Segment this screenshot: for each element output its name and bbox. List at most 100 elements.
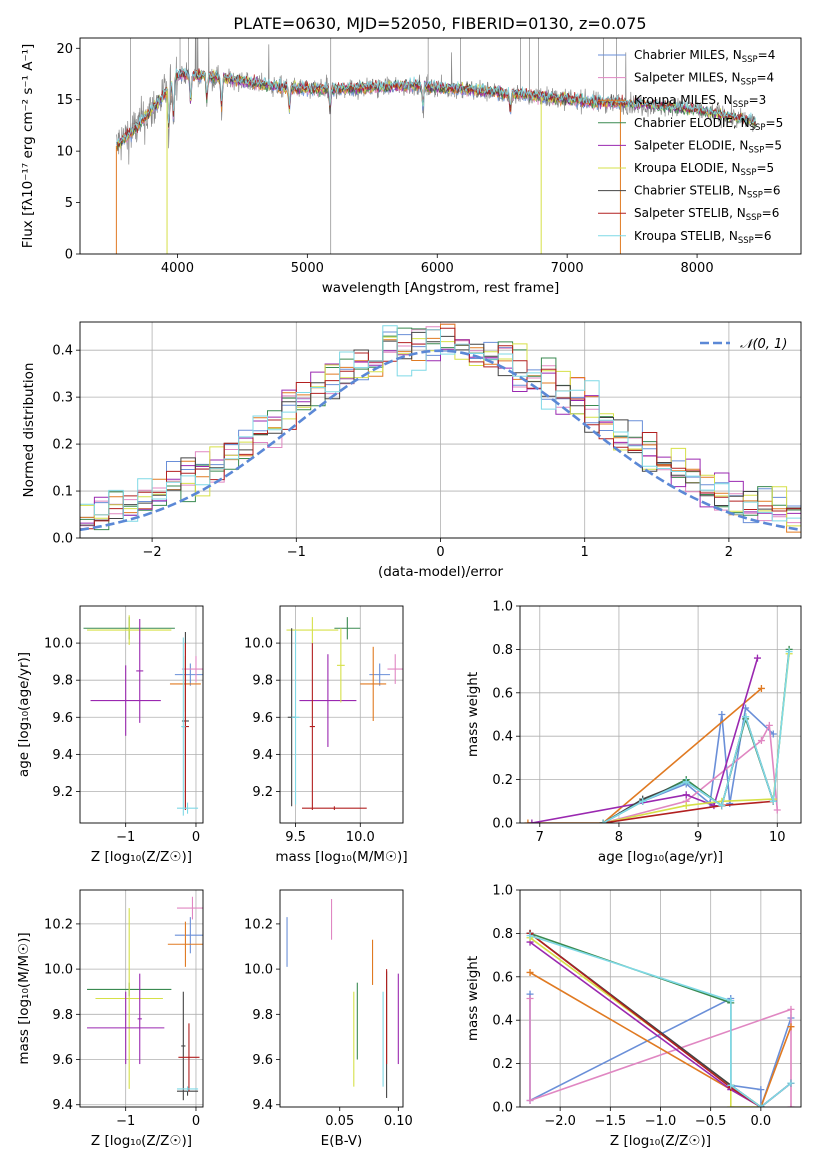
- errorbar-point: [176, 1086, 199, 1092]
- weight-marker: [528, 819, 536, 823]
- x-tick-label: 4000: [161, 261, 194, 276]
- weight-line-c4: [531, 657, 759, 823]
- errorbar-point: [90, 665, 161, 736]
- spectrum-legend: Chabrier MILES, NSSP=4 Salpeter MILES, NS…: [598, 48, 783, 246]
- errorbar-point: [336, 628, 345, 703]
- weight-marker: [727, 1081, 735, 1089]
- legend-entry: Kroupa MILES, NSSP=3: [634, 93, 766, 110]
- weight-marker: [773, 806, 781, 814]
- weight-marker: [727, 997, 735, 1005]
- legend-entry: 𝒩(0, 1): [740, 337, 787, 352]
- legend-entry: Kroupa ELODIE, NSSP=5: [634, 161, 774, 178]
- weight-marker: [639, 797, 647, 805]
- axes-frame: [279, 889, 404, 1108]
- axes-frame: [519, 889, 802, 1108]
- x-tick-label: 0: [436, 545, 444, 560]
- x-tick-label: −1: [116, 1114, 135, 1129]
- x-tick-label: −1.0: [645, 1114, 677, 1129]
- weight_vs_age-plot-area: [524, 645, 793, 823]
- age_vs_Z-panel: −1 0 9.2 9.4 9.6 9.8 10.0 Z [log₁₀(Z/Z☉)] age [l…: [16, 605, 204, 865]
- x-tick-label: 10: [769, 830, 786, 845]
- x-tick-label: 7000: [551, 261, 584, 276]
- age_vs_Z-plot-area: [83, 615, 203, 816]
- errorbar-point: [181, 637, 186, 816]
- y-tick-label: 0.0: [492, 1101, 513, 1116]
- y-tick-label: 10.0: [244, 963, 273, 978]
- gaussian-reference-curve: [80, 349, 801, 532]
- legend-entry: Salpeter MILES, NSSP=4: [634, 71, 774, 88]
- weight-marker: [526, 1096, 534, 1104]
- x-tick-label: −2: [143, 545, 162, 560]
- weight-marker: [757, 1086, 765, 1094]
- mass_vs_Z-plot-area: [87, 896, 203, 1101]
- y-tick-label: 9.6: [252, 711, 273, 726]
- errorbar-point: [174, 917, 203, 954]
- y-tick-label: 0.1: [52, 485, 73, 500]
- y-tick-label: 10.0: [44, 637, 73, 652]
- y-axis-label: Flux [fλ10⁻¹⁷ erg cm⁻² s⁻¹ A⁻¹]: [20, 44, 36, 249]
- y-tick-label: 9.8: [52, 674, 73, 689]
- legend-entry: Chabrier STELIB, NSSP=6: [634, 184, 781, 201]
- weight-marker: [757, 684, 765, 692]
- mass_vs_Z-panel: −1 0 9.4 9.6 9.8 10.0 10.2 Z [log₁₀(Z/Z☉)] mass …: [16, 889, 204, 1149]
- weight-marker: [787, 1103, 795, 1107]
- y-tick-label: 0.4: [492, 730, 513, 745]
- errorbar-point: [299, 654, 357, 747]
- x-tick-label: 2: [725, 545, 733, 560]
- weight-marker: [526, 995, 534, 1002]
- errorbar-point: [369, 663, 391, 686]
- errorbar-point: [286, 617, 339, 644]
- x-tick-label: 8: [615, 830, 623, 845]
- weight-marker: [765, 721, 773, 729]
- errorbar-point: [181, 656, 203, 683]
- y-tick-label: 0.2: [492, 773, 513, 788]
- y-tick-label: 10.2: [44, 917, 73, 932]
- errorbar-point: [178, 1023, 200, 1092]
- y-tick-label: 10: [56, 145, 73, 160]
- weight-marker: [787, 1079, 795, 1087]
- x-axis-label: Z [log₁₀(Z/Z☉)]: [91, 849, 192, 865]
- errorbar-point: [174, 663, 203, 686]
- legend-entry: Chabrier ELODIE, NSSP=5: [634, 116, 783, 133]
- weight-marker: [682, 802, 690, 810]
- weight-marker: [787, 1023, 795, 1031]
- axes-frame: [79, 321, 802, 539]
- weight-line-c5: [529, 937, 761, 1107]
- errorbar-point: [360, 646, 387, 721]
- residuals-panel: −2 −1 0 1 2 0.0 0.1 0.2 0.3 0.4 (data-model)/error…: [21, 321, 802, 580]
- y-axis-label: age [log₁₀(age/yr)]: [16, 652, 32, 777]
- x-axis-label: mass [log₁₀(M/M☉)]: [275, 849, 407, 865]
- x-axis-label: Z [log₁₀(Z/Z☉)]: [91, 1133, 192, 1149]
- x-tick-label: 10.0: [346, 830, 375, 845]
- y-tick-label: 0.2: [52, 438, 73, 453]
- y-tick-label: 9.2: [252, 785, 273, 800]
- y-tick-label: 0.6: [492, 970, 513, 985]
- y-tick-label: 15: [56, 93, 73, 108]
- x-tick-label: 0: [192, 830, 200, 845]
- errorbar-point: [95, 908, 163, 1089]
- x-tick-label: −0.5: [695, 1114, 727, 1129]
- y-tick-label: 9.2: [52, 785, 73, 800]
- y-tick-label: 9.8: [252, 1008, 273, 1023]
- y-tick-label: 0.8: [492, 643, 513, 658]
- errorbar-point: [291, 630, 300, 805]
- residuals-plot-area: [80, 323, 801, 533]
- x-tick-label: −1: [287, 545, 306, 560]
- y-tick-label: 9.4: [252, 1098, 273, 1113]
- x-tick-label: 0.0: [751, 1114, 772, 1129]
- y-tick-label: 0.8: [492, 927, 513, 942]
- y-axis-label: Normed distribution: [21, 363, 37, 498]
- residual-histogram-c4: [80, 339, 801, 524]
- errorbar-point: [387, 654, 403, 684]
- x-tick-label: 9: [694, 830, 702, 845]
- weight-marker: [753, 654, 761, 662]
- weight-marker: [742, 713, 750, 721]
- y-tick-label: 20: [56, 42, 73, 57]
- weight-marker: [599, 819, 607, 823]
- weight-marker: [787, 1005, 795, 1013]
- x-tick-label: −1: [116, 830, 135, 845]
- y-tick-label: 9.4: [52, 1098, 73, 1113]
- weight-marker: [718, 711, 726, 718]
- y-tick-label: 0.3: [52, 391, 73, 406]
